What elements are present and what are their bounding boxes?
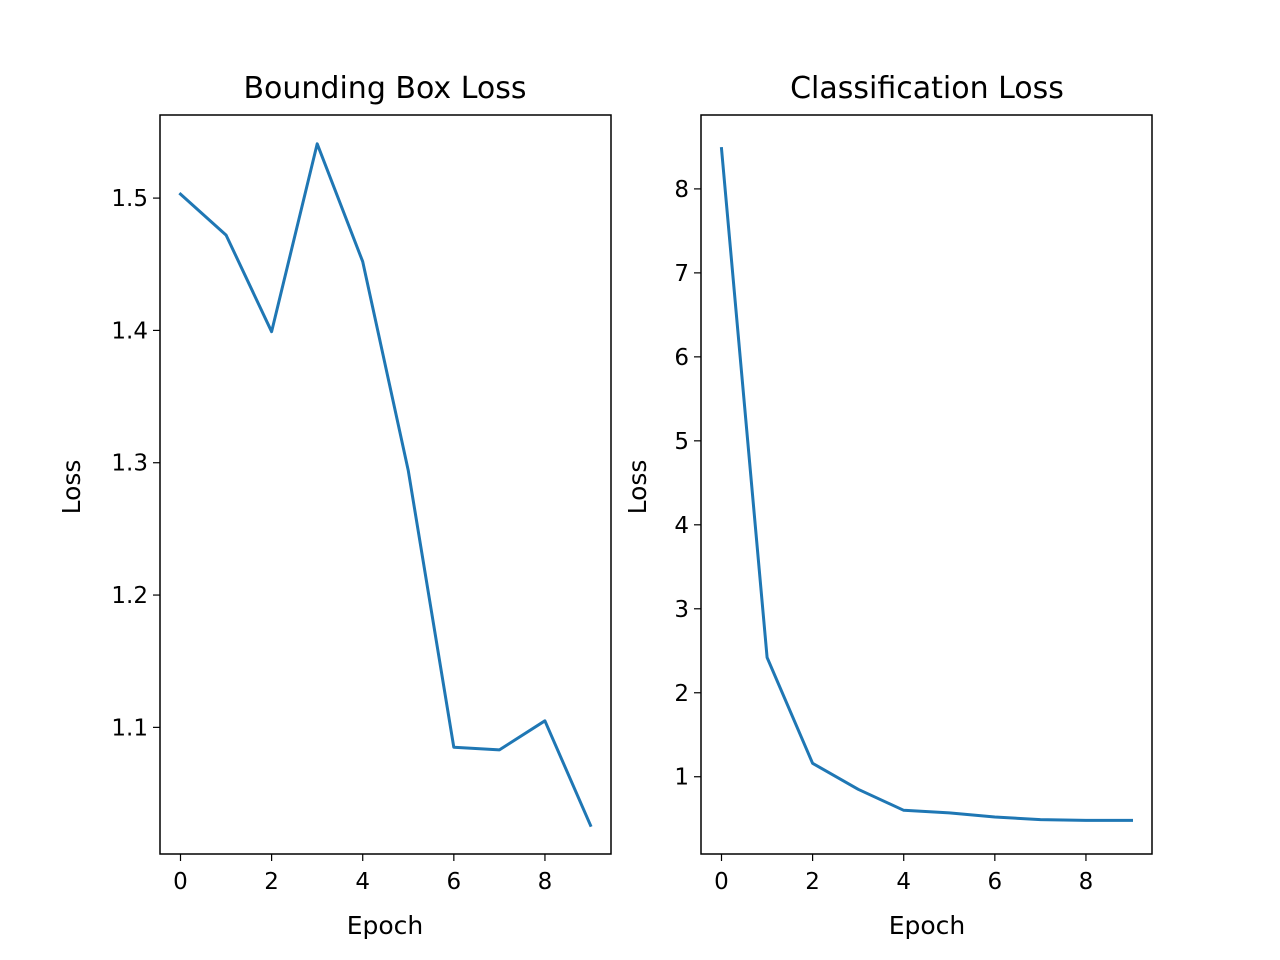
y-tick-label: 1.5	[111, 186, 148, 212]
plot-frame	[700, 114, 1153, 855]
y-tick-label: 2	[674, 681, 689, 707]
x-tick-label: 8	[538, 869, 553, 895]
bounding-box-loss-chart: Bounding Box Loss Epoch Loss 0 2 4 6 8 1.1 1.2…	[57, 71, 612, 940]
x-tick-label: 6	[447, 869, 462, 895]
y-tick-label: 5	[674, 429, 689, 455]
y-axis-label: Loss	[623, 460, 652, 515]
x-tick-label: 0	[714, 869, 729, 895]
x-axis-label: Epoch	[347, 911, 424, 940]
y-tick-label: 1	[674, 765, 689, 791]
classification-loss-chart: Classification Loss Epoch Loss 0 2 4 6 8 1 2 3 4…	[623, 71, 1153, 940]
series-group	[719, 146, 1133, 822]
y-tick-label: 4	[674, 513, 689, 539]
x-tick-label: 6	[988, 869, 1003, 895]
y-tick-label: 1.3	[111, 451, 148, 477]
x-tick-label: 4	[355, 869, 370, 895]
x-axis-label: Epoch	[889, 911, 966, 940]
y-tick-label: 7	[674, 261, 689, 287]
x-tick-label: 4	[896, 869, 911, 895]
y-tick-label: 1.1	[111, 715, 148, 741]
y-tick-label: 1.2	[111, 583, 148, 609]
plot-frame	[159, 114, 612, 855]
y-axis-label: Loss	[57, 460, 86, 515]
y-tick-label: 8	[674, 177, 689, 203]
axis-ticks: 0 2 4 6 8 1 2 3 4 5 6 7 8	[674, 177, 1093, 895]
x-tick-label: 8	[1079, 869, 1094, 895]
x-tick-label: 2	[805, 869, 820, 895]
y-tick-label: 1.4	[111, 318, 148, 344]
series-line	[178, 142, 593, 828]
x-tick-label: 0	[173, 869, 188, 895]
series-group	[178, 142, 593, 828]
series-line	[719, 146, 1133, 822]
y-tick-label: 3	[674, 597, 689, 623]
y-tick-label: 6	[674, 345, 689, 371]
chart-title: Bounding Box Loss	[243, 71, 526, 106]
chart-title: Classification Loss	[790, 71, 1064, 106]
x-tick-label: 2	[264, 869, 279, 895]
axis-ticks: 0 2 4 6 8 1.1 1.2 1.3 1.4 1.5	[111, 186, 552, 895]
